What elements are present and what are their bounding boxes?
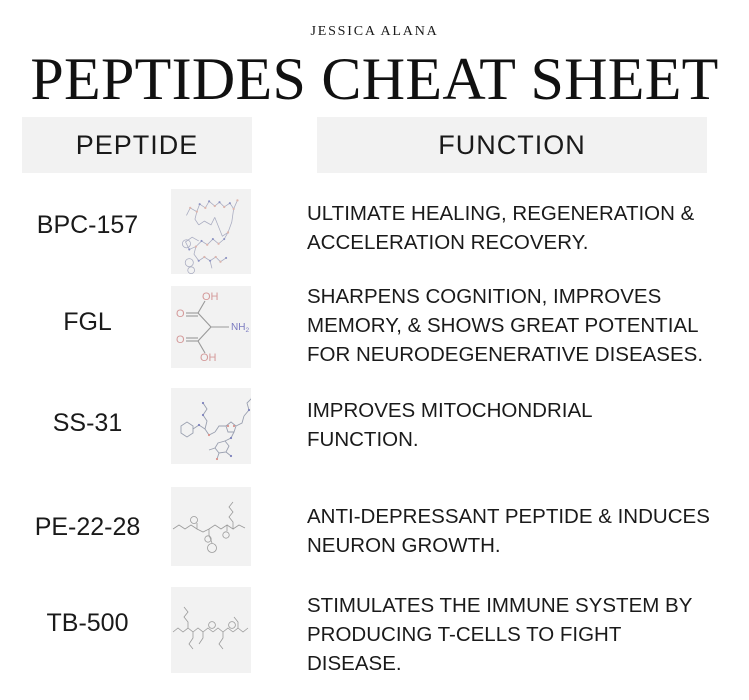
svg-text:OH: OH <box>202 291 219 303</box>
svg-text:O: O <box>176 334 185 346</box>
svg-text:OH: OH <box>200 352 217 364</box>
svg-text:NH2: NH2 <box>231 322 249 334</box>
svg-text:O: O <box>176 308 185 320</box>
